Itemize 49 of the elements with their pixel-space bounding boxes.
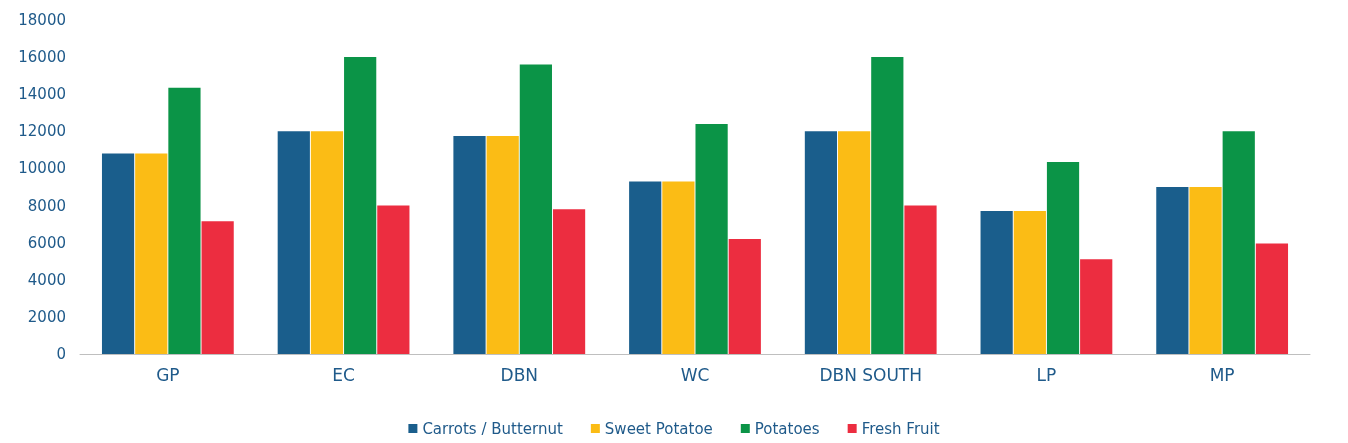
y-tick-label: 0: [56, 345, 66, 363]
bar: [344, 57, 377, 354]
y-tick-label: 10000: [18, 159, 66, 178]
x-tick-label: WC: [680, 364, 710, 385]
bar: [904, 205, 937, 354]
y-tick-label: 2000: [27, 307, 66, 326]
x-tick-label: GP: [156, 364, 180, 385]
bar: [310, 131, 344, 354]
legend-label: Fresh Fruit: [861, 419, 940, 438]
bar: [552, 209, 586, 354]
x-tick-label: DBN SOUTH: [819, 364, 923, 385]
bar: [486, 135, 519, 354]
bar: [728, 238, 761, 354]
bar: [629, 181, 662, 354]
legend-label: Potatoes: [754, 419, 820, 438]
bar: [277, 131, 310, 354]
bar: [377, 205, 410, 354]
bar: [1080, 259, 1113, 354]
bar: [1222, 131, 1255, 354]
y-tick-label: 6000: [27, 233, 66, 252]
bar: [519, 64, 552, 354]
bar: [871, 57, 904, 354]
bar: [804, 131, 838, 354]
y-tick-label: 8000: [27, 196, 66, 215]
bar: [1013, 211, 1046, 354]
x-tick-label: DBN: [500, 364, 539, 385]
bar: [101, 153, 135, 354]
legend-label: Carrots / Butternut: [422, 419, 563, 438]
bar: [1046, 161, 1080, 354]
y-tick-label: 18000: [18, 11, 66, 29]
bar: [980, 211, 1013, 354]
bar: [695, 123, 728, 354]
x-tick-label: LP: [1036, 364, 1057, 385]
bar: [1189, 187, 1222, 354]
x-tick-label: EC: [332, 364, 355, 385]
x-tick-label: MP: [1209, 364, 1235, 385]
y-tick-label: 12000: [18, 122, 66, 141]
bar: [1255, 243, 1289, 354]
bar: [1156, 187, 1189, 354]
legend-label: Sweet Potatoe: [604, 419, 713, 438]
y-tick-label: 16000: [18, 48, 66, 67]
bar: [838, 131, 871, 354]
y-tick-label: 4000: [27, 270, 66, 289]
bar: [453, 135, 486, 354]
bar: [201, 221, 234, 354]
y-tick-label: 14000: [18, 85, 66, 104]
bar: [662, 181, 695, 354]
bar: [135, 153, 168, 354]
bar: [168, 87, 201, 354]
